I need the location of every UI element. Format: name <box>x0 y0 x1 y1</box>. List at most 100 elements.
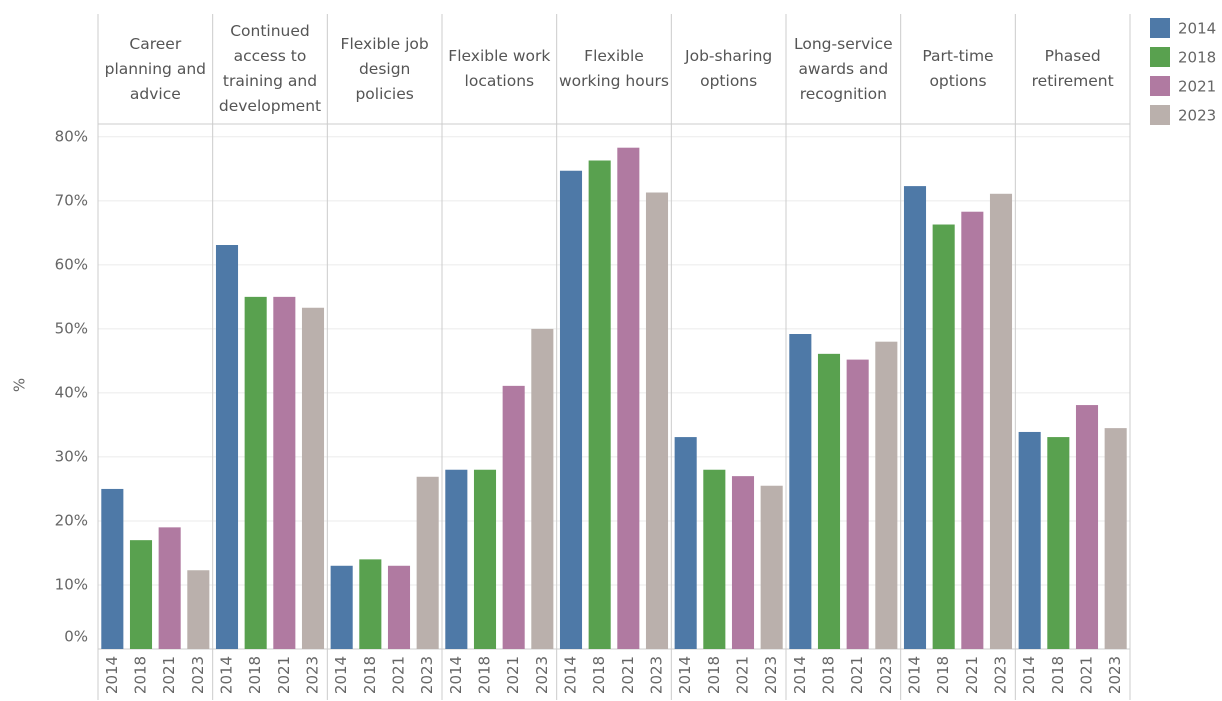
x-tick-label: 2018 <box>476 656 494 694</box>
panel-header: Career planning and advice <box>104 34 206 103</box>
x-tick-label: 2018 <box>934 656 952 694</box>
x-tick-label: 2018 <box>590 656 608 694</box>
bar <box>416 476 439 649</box>
bar <box>1104 428 1127 649</box>
y-tick-label: 10% <box>55 575 88 593</box>
bar <box>645 192 669 649</box>
legend-label: 2018 <box>1178 49 1216 67</box>
x-tick-label: 2014 <box>447 656 465 694</box>
x-tick-label: 2021 <box>390 656 408 694</box>
y-tick-label: 50% <box>55 319 88 337</box>
x-tick-label: 2023 <box>533 656 551 694</box>
x-tick-label: 2018 <box>1049 656 1067 694</box>
bar <box>817 353 841 649</box>
panel-header: Phased retirement <box>1031 47 1114 90</box>
legend-swatch <box>1150 18 1170 38</box>
bar <box>674 437 697 649</box>
x-tick-label: 2014 <box>906 656 924 694</box>
bar <box>101 488 124 649</box>
legend-swatch <box>1150 76 1170 96</box>
x-tick-label: 2023 <box>648 656 666 694</box>
y-tick-label: 30% <box>55 447 88 465</box>
bar <box>961 211 984 649</box>
x-tick-label: 2018 <box>132 656 150 694</box>
bar <box>588 160 611 649</box>
bar <box>932 224 955 649</box>
x-tick-label: 2014 <box>218 656 236 694</box>
x-tick-label: 2023 <box>992 656 1010 694</box>
x-tick-label: 2021 <box>963 656 981 694</box>
panel-header: Flexible job design policies <box>340 34 429 103</box>
x-tick-label: 2018 <box>361 656 379 694</box>
bar <box>273 296 296 649</box>
panel-header: Flexible working hours <box>558 47 669 90</box>
bar <box>617 147 640 649</box>
bar <box>473 469 497 649</box>
x-tick-label: 2014 <box>676 656 694 694</box>
panel-header: Job-sharing options <box>685 47 773 90</box>
x-tick-label: 2023 <box>1106 656 1124 694</box>
legend-swatch <box>1150 47 1170 67</box>
x-tick-label: 2023 <box>418 656 436 694</box>
x-tick-label: 2018 <box>820 656 838 694</box>
x-tick-label: 2014 <box>791 656 809 694</box>
x-tick-label: 2021 <box>619 656 637 694</box>
x-tick-label: 2021 <box>734 656 752 694</box>
y-tick-label: 0% <box>64 628 88 646</box>
y-tick-label: 70% <box>55 191 88 209</box>
panel-header: Flexible work locations <box>448 47 551 90</box>
bar <box>244 296 267 649</box>
x-tick-label: 2014 <box>562 656 580 694</box>
bar <box>703 469 726 649</box>
x-tick-label: 2018 <box>705 656 723 694</box>
y-tick-label: 20% <box>55 511 88 529</box>
bar <box>301 307 325 649</box>
x-tick-label: 2023 <box>762 656 780 694</box>
bar <box>445 469 468 649</box>
x-tick-label: 2021 <box>1078 656 1096 694</box>
x-tick-label: 2021 <box>848 656 866 694</box>
x-tick-label: 2014 <box>1020 656 1038 694</box>
bar <box>387 565 411 649</box>
x-tick-label: 2014 <box>332 656 350 694</box>
x-tick-label: 2023 <box>304 656 322 694</box>
legend-label: 2014 <box>1178 20 1216 38</box>
bar <box>215 245 239 649</box>
y-axis-title: % <box>11 378 29 392</box>
legend-label: 2023 <box>1178 107 1216 125</box>
x-tick-label: 2023 <box>877 656 895 694</box>
bar <box>760 485 783 649</box>
bar <box>187 570 210 649</box>
x-tick-label: 2023 <box>189 656 207 694</box>
bar <box>559 170 583 650</box>
bar <box>158 527 181 649</box>
bar <box>1018 431 1041 649</box>
x-tick-label: 2014 <box>103 656 121 694</box>
bar <box>330 565 353 649</box>
panel-header: Long-service awards and recognition <box>794 34 893 103</box>
bar <box>531 328 554 649</box>
x-tick-label: 2021 <box>275 656 293 694</box>
bar <box>846 359 869 649</box>
bar <box>129 540 153 649</box>
bar <box>903 186 927 650</box>
bar <box>789 334 812 649</box>
bar <box>359 559 382 649</box>
bar <box>1075 405 1099 649</box>
y-tick-label: 80% <box>55 127 88 145</box>
y-tick-label: 60% <box>55 255 88 273</box>
bar <box>731 476 755 649</box>
bar <box>875 341 898 649</box>
y-tick-label: 40% <box>55 383 88 401</box>
x-tick-label: 2018 <box>246 656 264 694</box>
x-tick-label: 2021 <box>504 656 522 694</box>
legend-label: 2021 <box>1178 78 1216 96</box>
legend-swatch <box>1150 105 1170 125</box>
bar <box>1047 437 1070 649</box>
bar <box>502 385 525 649</box>
panel-header: Part-time options <box>922 47 994 90</box>
panel-header: Continued access to training and develop… <box>218 22 322 115</box>
x-tick-label: 2021 <box>160 656 178 694</box>
